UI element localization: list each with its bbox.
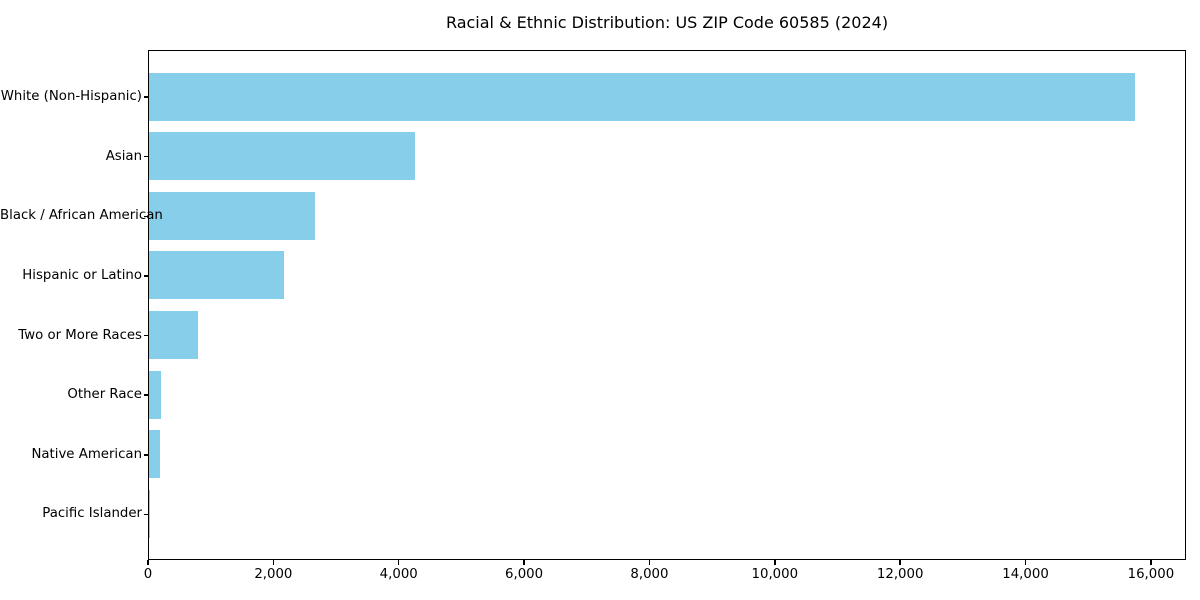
bar [149,489,150,538]
y-tick-mark [143,215,148,218]
y-tick-mark [143,394,148,396]
bar [149,370,162,419]
y-tick-mark [143,155,148,158]
bar [149,251,284,300]
y-tick-mark [143,454,148,456]
y-tick-label: Native American [31,446,142,462]
x-tick-mark [147,560,149,565]
x-tick-mark [523,560,525,565]
x-tick-label: 14,000 [1002,567,1049,582]
x-tick-label: 12,000 [876,567,924,582]
y-tick-label: White (Non-Hispanic) [0,89,142,104]
y-tick-mark [143,513,148,516]
y-tick-mark [143,334,148,337]
y-tick-label: Hispanic or Latino [22,267,142,283]
x-tick-mark [899,560,901,565]
plot-area [148,50,1186,560]
x-tick-label: 0 [143,567,153,582]
y-tick-label: Black / African American [0,208,163,224]
y-tick-label: Pacific Islander [42,506,142,522]
y-tick-mark [143,275,148,277]
x-tick-label: 4,000 [379,567,418,582]
chart-title: Racial & Ethnic Distribution: US ZIP Cod… [445,13,889,32]
x-tick-label: 8,000 [630,567,669,582]
x-tick-label: 6,000 [505,567,544,582]
bar [149,191,316,240]
x-tick-label: 2,000 [254,567,293,582]
bar [149,72,1135,121]
x-tick-mark [648,560,651,565]
x-tick-label: 10,000 [751,567,799,582]
x-tick-mark [272,560,275,565]
x-tick-mark [1024,560,1027,565]
x-tick-mark [397,560,400,565]
y-tick-label: Other Race [67,387,142,403]
x-tick-mark [774,560,776,565]
y-tick-label: Two or More Races [18,327,142,343]
bar [149,311,198,360]
y-tick-label: Asian [105,148,142,164]
x-tick-mark [1150,560,1152,565]
bar [149,430,161,479]
bar [149,132,416,181]
y-tick-mark [143,96,148,98]
x-tick-label: 16,000 [1127,567,1175,582]
